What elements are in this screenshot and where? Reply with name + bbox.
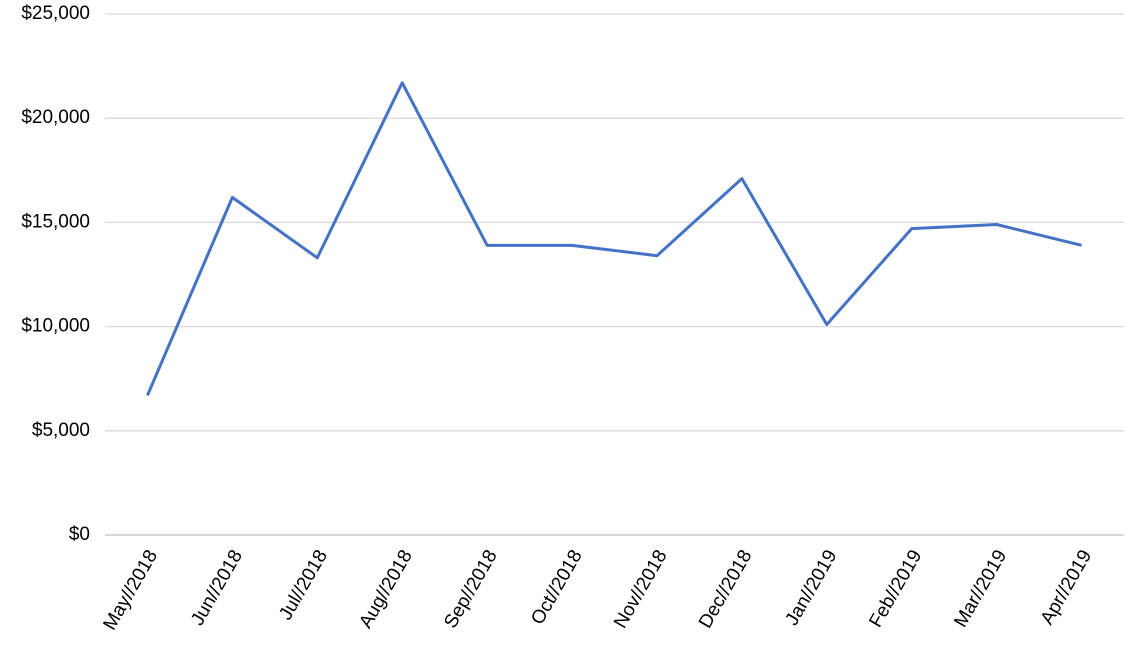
y-tick-label: $15,000	[21, 211, 90, 232]
x-tick-label: Aug//2018	[355, 547, 417, 633]
x-tick-label: Jun//2018	[187, 547, 247, 630]
y-tick-label: $10,000	[21, 316, 90, 337]
x-tick-label: Jul//2018	[275, 547, 332, 624]
y-tick-label: $0	[69, 524, 90, 545]
x-tick-label: Sep//2018	[440, 547, 502, 633]
y-tick-label: $25,000	[21, 3, 90, 24]
y-tick-label: $20,000	[21, 107, 90, 128]
x-tick-label: Oct//2018	[527, 547, 586, 629]
x-tick-label: Jan//2019	[782, 547, 842, 630]
data-line	[146, 81, 1082, 396]
x-tick-label: Feb//2019	[865, 547, 926, 632]
y-tick-label: $5,000	[32, 420, 90, 441]
x-tick-label: Nov//2018	[610, 547, 671, 633]
x-tick-label: Mar//2019	[950, 547, 1011, 632]
x-tick-label: May//2018	[100, 547, 163, 634]
x-tick-label: Apr//2019	[1037, 547, 1096, 629]
x-tick-label: Dec//2018	[695, 547, 756, 633]
